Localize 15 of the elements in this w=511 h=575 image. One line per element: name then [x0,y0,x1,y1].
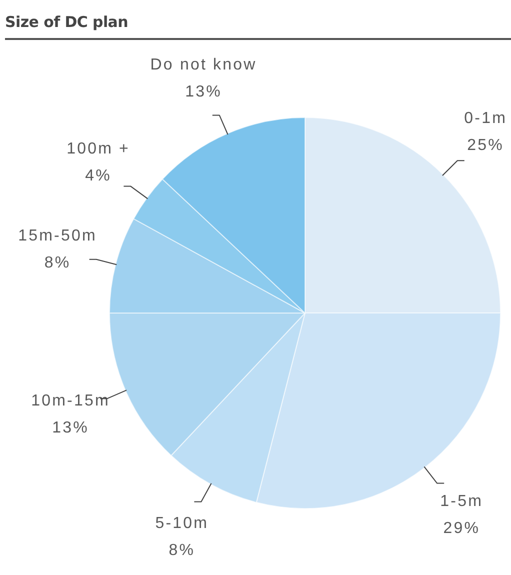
slice-label: Do not know [150,56,257,74]
chart-title: Size of DC plan [5,13,128,31]
slice-label: 0-1m [464,110,508,128]
data-label: 25% [467,137,504,154]
slice-label: 1-5m [440,492,484,510]
data-label: 13% [52,419,89,436]
slice-label: 100m + [66,140,130,158]
data-label: 29% [443,520,480,537]
data-label: 4% [85,168,112,185]
data-label: 8% [44,254,71,272]
data-label: 13% [185,83,222,100]
slice-label: 10m-15m [31,392,110,410]
slice-label: 15m-50m [18,227,97,244]
slice-label: 5-10m [155,514,209,532]
data-label: 8% [168,542,196,559]
